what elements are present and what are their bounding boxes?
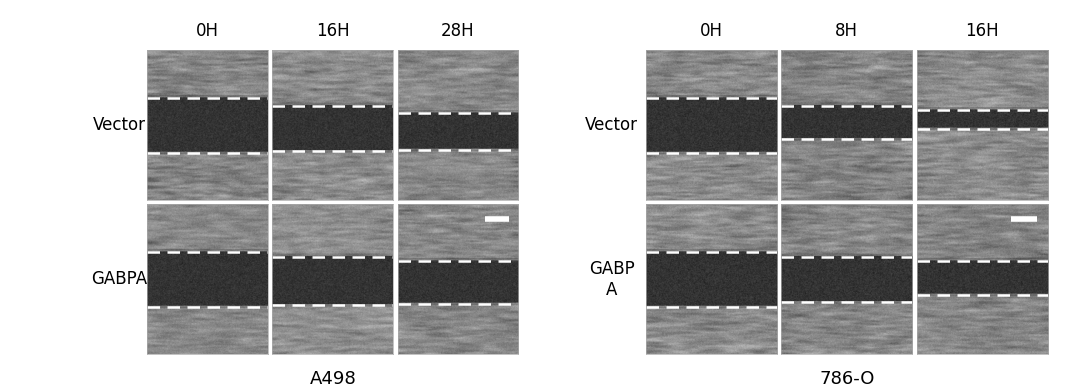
Text: 8H: 8H: [835, 22, 859, 40]
Text: Vector: Vector: [93, 116, 146, 134]
Text: A498: A498: [310, 370, 356, 385]
Text: 0H: 0H: [700, 22, 723, 40]
Text: 28H: 28H: [441, 22, 475, 40]
Text: 16H: 16H: [316, 22, 350, 40]
Text: 786-O: 786-O: [819, 370, 875, 385]
Text: 0H: 0H: [197, 22, 219, 40]
Text: GABP
A: GABP A: [589, 260, 635, 298]
Text: 16H: 16H: [966, 22, 999, 40]
Text: GABPA: GABPA: [92, 270, 148, 288]
Text: Vector: Vector: [585, 116, 638, 134]
